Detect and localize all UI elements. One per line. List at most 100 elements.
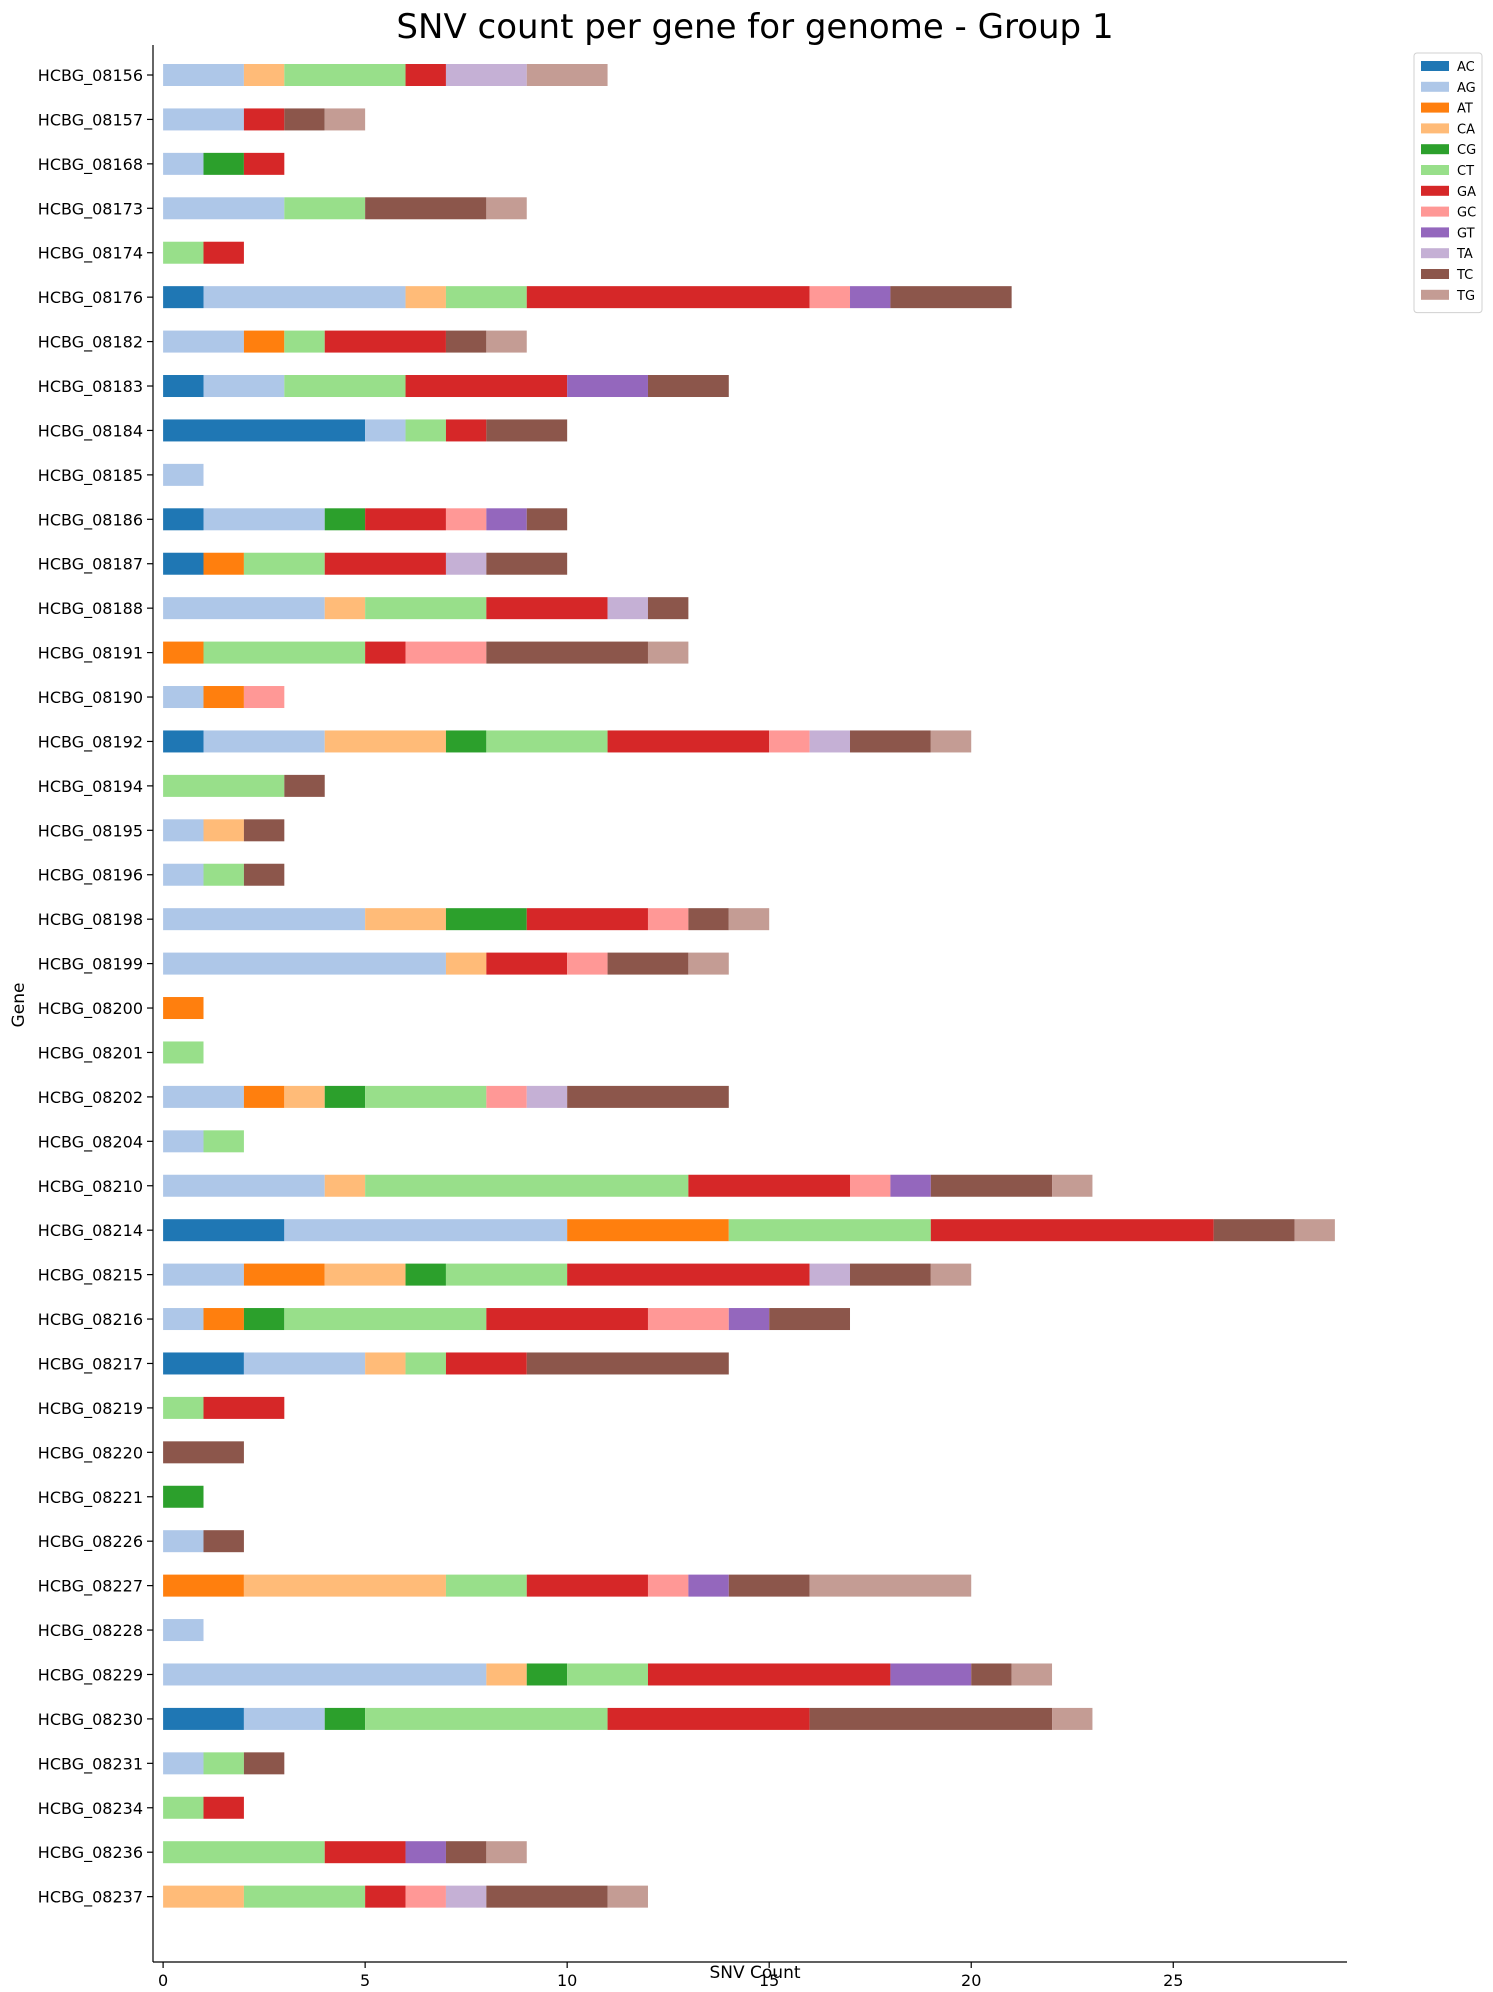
bar-segment-ag [203,375,285,398]
bar-segment-ct [163,241,204,264]
bar-segment-ct [163,774,285,797]
y-tick-label: HCBG_08156 [38,66,143,86]
bar-segment-ag [163,686,204,709]
bar-segment-ga [243,152,285,175]
bar-segment-ct [405,419,446,442]
bar-segment-ag [163,1263,244,1286]
bar-segment-ca [324,1263,406,1286]
bar-segment-cg [324,1085,366,1108]
legend-label: GC [1457,206,1476,221]
bar-segment-tg [688,952,729,975]
bar-segment-ct [284,1308,487,1331]
bar-segment-ga [365,1885,406,1908]
bar-segment-ga [526,908,648,931]
bar-segment-ct [486,730,608,753]
bar-segment-ta [809,1263,851,1286]
bar-segment-gc [769,730,810,753]
bar-segment-ct [284,197,366,220]
bar-segment-ag [203,508,325,531]
bar-segment-at [243,330,285,353]
bar-segment-tg [324,108,366,131]
bar-segment-ac [163,1219,285,1242]
legend-swatch [1421,185,1449,196]
bar-segment-ca [243,1574,446,1597]
bar-segment-gc [405,1885,446,1908]
bar-segment-gc [647,1308,729,1331]
bar-segment-ga [405,375,568,398]
bar-segment-tc [526,1352,729,1375]
y-tick-label: HCBG_08231 [38,1754,143,1774]
bar-segment-ac [163,508,204,531]
y-tick-label: HCBG_08221 [38,1488,143,1508]
y-tick-label: HCBG_08194 [38,777,143,797]
bar-segment-tc [163,1441,244,1464]
bar-segment-tc [567,1085,729,1108]
bar-segment-ta [526,1085,568,1108]
bar-segment-gc [445,508,487,531]
bar-segment-ag [284,1219,568,1242]
bar-segment-tc [647,597,689,620]
bar-segment-ag [163,597,325,620]
bar-segment-gc [647,908,689,931]
x-tick-label: 20 [961,1971,981,1990]
bar-segment-ga [365,641,406,664]
bar-segment-ag [243,1352,366,1375]
bar-segment-cg [526,1663,568,1686]
bar-segment-ct [163,1841,325,1864]
bar-segment-ct [365,1707,608,1730]
bar-segment-ga [243,108,285,131]
bar-segment-tc [486,1885,608,1908]
bar-segment-ag [163,908,366,931]
legend-box [1413,52,1483,314]
bar-segment-ag [163,1174,325,1197]
y-tick-label: HCBG_08220 [38,1443,143,1463]
bar-segment-tg [930,730,972,753]
bar-segment-ag [163,1619,204,1642]
bar-segment-cg [405,1263,446,1286]
bar-segment-ag [163,1530,204,1553]
bar-segment-tc [284,774,325,797]
y-tick-label: HCBG_08168 [38,155,143,175]
bar-segment-ag [163,952,446,975]
bar-segment-ta [809,730,851,753]
bar-segment-at [243,1085,285,1108]
bar-segment-tg [526,64,608,86]
bar-segment-gc [850,1174,891,1197]
bar-segment-ct [163,1796,204,1819]
bar-segment-tg [486,330,527,353]
bar-segment-ct [243,552,325,575]
bar-segment-tc [1213,1219,1295,1242]
bar-segment-ag [203,730,325,753]
bar-segment-ag [163,108,244,131]
y-tick-label: HCBG_08196 [38,866,143,886]
x-tick-label: 5 [360,1971,370,1990]
bar-segment-tc [728,1574,810,1597]
bar-segment-ta [445,64,527,86]
x-ticks-group: 0 5 10 15 20 25 [158,1962,1183,1990]
bar-segment-ga [486,952,568,975]
y-tick-label: HCBG_08237 [38,1888,143,1908]
bar-segment-ga [930,1219,1214,1242]
y-tick-label: HCBG_08187 [38,555,143,575]
y-tick-label: HCBG_08185 [38,466,143,486]
bars-group [163,64,1335,1908]
bar-segment-ga [324,1841,406,1864]
bar-segment-gt [728,1308,770,1331]
bar-segment-ca [405,286,446,309]
y-axis-label: Gene [9,983,29,1028]
bar-segment-ac [163,419,366,442]
legend-label: CA [1457,122,1475,137]
bar-segment-ag [163,197,285,220]
y-tick-label: HCBG_08234 [38,1799,143,1819]
y-tick-label: HCBG_08226 [38,1532,143,1552]
bar-segment-tc [486,641,648,664]
bar-segment-tc [809,1707,1053,1730]
y-tick-label: HCBG_08190 [38,688,143,708]
y-tick-label: HCBG_08182 [38,333,143,353]
y-tick-label: HCBG_08188 [38,599,143,619]
bar-segment-gt [688,1574,729,1597]
y-tick-label: HCBG_08210 [38,1177,143,1197]
bar-segment-tc [486,419,568,442]
y-tick-label: HCBG_08217 [38,1354,143,1374]
bar-segment-ga [526,286,810,309]
